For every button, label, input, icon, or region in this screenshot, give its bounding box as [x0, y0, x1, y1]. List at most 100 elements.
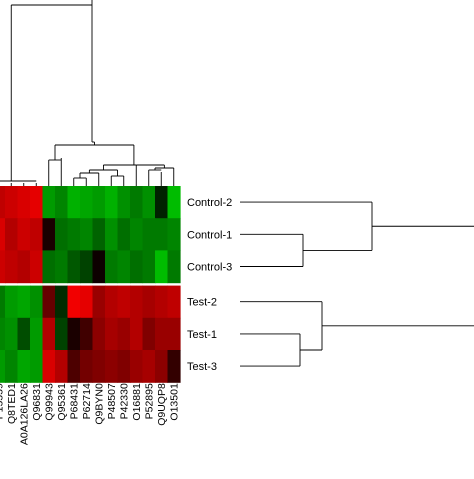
heatmap-cell	[30, 186, 44, 219]
heatmap-cell	[0, 218, 6, 251]
heatmap-cell	[92, 317, 106, 351]
heatmap-cell	[42, 350, 56, 383]
heatmap-cell	[42, 186, 56, 219]
heatmap-cell	[105, 350, 119, 383]
heatmap-cell	[55, 350, 69, 383]
column-label: Q95361	[56, 383, 68, 421]
column-label: O16881	[131, 383, 143, 421]
heatmap-cell	[67, 317, 81, 351]
row-labels: Control-2 Control-1 Control-3 Test-2 Test-1 T…	[187, 197, 232, 373]
heatmap-cell	[42, 317, 56, 351]
heatmap-cell	[55, 250, 69, 284]
column-label: Q9UQP8	[156, 383, 168, 426]
heatmap-cell	[92, 350, 106, 383]
heatmap-cell	[167, 317, 181, 351]
column-label: Q8TED1	[6, 383, 18, 424]
heatmap-cell	[30, 317, 44, 351]
heatmap-cell	[130, 350, 144, 383]
heatmap-cell	[155, 250, 169, 284]
heatmap-cell	[142, 250, 156, 284]
heatmap-cell	[67, 350, 81, 383]
heatmap-cell	[117, 285, 131, 319]
heatmap-cell	[130, 285, 144, 319]
heatmap-cell	[67, 186, 81, 219]
heatmap-cell	[130, 218, 144, 251]
column-label: O13501	[169, 383, 181, 421]
heatmap-cell	[5, 317, 19, 351]
column-labels: P28331P15559Q8TED1A0A126LA26Q96831Q99943…	[0, 383, 181, 445]
heatmap-cell	[92, 186, 106, 219]
heatmap-cell	[105, 285, 119, 319]
heatmap-cell	[55, 218, 69, 251]
row-dendrogram	[240, 201, 474, 367]
row-label: Test-1	[187, 329, 217, 341]
heatmap-cell	[55, 186, 69, 219]
heatmap-cell	[117, 350, 131, 383]
heatmap-cell	[92, 218, 106, 251]
column-label: P48507	[106, 383, 118, 419]
heatmap-cell	[80, 350, 94, 383]
heatmap-cell	[105, 186, 119, 219]
column-label: P62714	[81, 383, 93, 419]
heatmap-cell	[0, 317, 6, 351]
heatmap-cell	[0, 285, 6, 319]
heatmap-cell	[142, 285, 156, 319]
heatmap-cell	[80, 317, 94, 351]
column-label: P52895	[144, 383, 156, 419]
column-label: P68431	[69, 383, 81, 419]
heatmap-cell	[17, 317, 31, 351]
heatmap-cell	[0, 186, 6, 219]
column-label: A0A126LA26	[19, 383, 31, 445]
heatmap-cell	[167, 285, 181, 319]
heatmap-cell	[155, 285, 169, 319]
heatmap-cell	[142, 317, 156, 351]
heatmap-cell	[130, 186, 144, 219]
heatmap-cell	[80, 186, 94, 219]
heatmap-cell	[167, 250, 181, 284]
heatmap-cell	[5, 350, 19, 383]
heatmap-cell	[5, 218, 19, 251]
heatmap-cell	[17, 218, 31, 251]
heatmap-cell	[92, 250, 106, 284]
heatmap-cell	[167, 186, 181, 219]
heatmap-cell	[142, 350, 156, 383]
heatmap-cell	[42, 285, 56, 319]
column-label: Q9BYN0	[94, 383, 106, 425]
heatmap-cell	[80, 285, 94, 319]
heatmap-cell	[55, 317, 69, 351]
heatmap-cell	[55, 285, 69, 319]
heatmap-cell	[142, 186, 156, 219]
heatmap-cell	[30, 350, 44, 383]
heatmap-cell	[5, 250, 19, 284]
heatmap-cell	[30, 250, 44, 284]
heatmap-cell	[5, 186, 19, 219]
heatmap-cell	[105, 317, 119, 351]
heatmap-cell	[30, 285, 44, 319]
heatmap-cell	[67, 285, 81, 319]
heatmap-cell	[17, 186, 31, 219]
heatmap-cell	[155, 317, 169, 351]
heatmap-cell	[167, 350, 181, 383]
row-label: Control-2	[187, 197, 232, 209]
heatmap-cell	[67, 218, 81, 251]
heatmap-cell	[92, 285, 106, 319]
heatmap-cell	[42, 250, 56, 284]
heatmap-cell	[30, 218, 44, 251]
heatmap-cell	[80, 250, 94, 284]
heatmap-cell	[105, 218, 119, 251]
heatmap-cell	[155, 350, 169, 383]
column-dendrogram	[0, 0, 175, 186]
column-label: Q99943	[44, 383, 56, 421]
heatmap-cell	[17, 350, 31, 383]
heatmap-cells	[0, 186, 181, 383]
heatmap-cell	[142, 218, 156, 251]
heatmap-cell	[0, 350, 6, 383]
heatmap-cell	[117, 186, 131, 219]
heatmap-cell	[117, 317, 131, 351]
heatmap-cell	[105, 250, 119, 284]
column-label: P15559	[0, 383, 6, 419]
heatmap-cell	[42, 218, 56, 251]
heatmap-cell	[117, 218, 131, 251]
